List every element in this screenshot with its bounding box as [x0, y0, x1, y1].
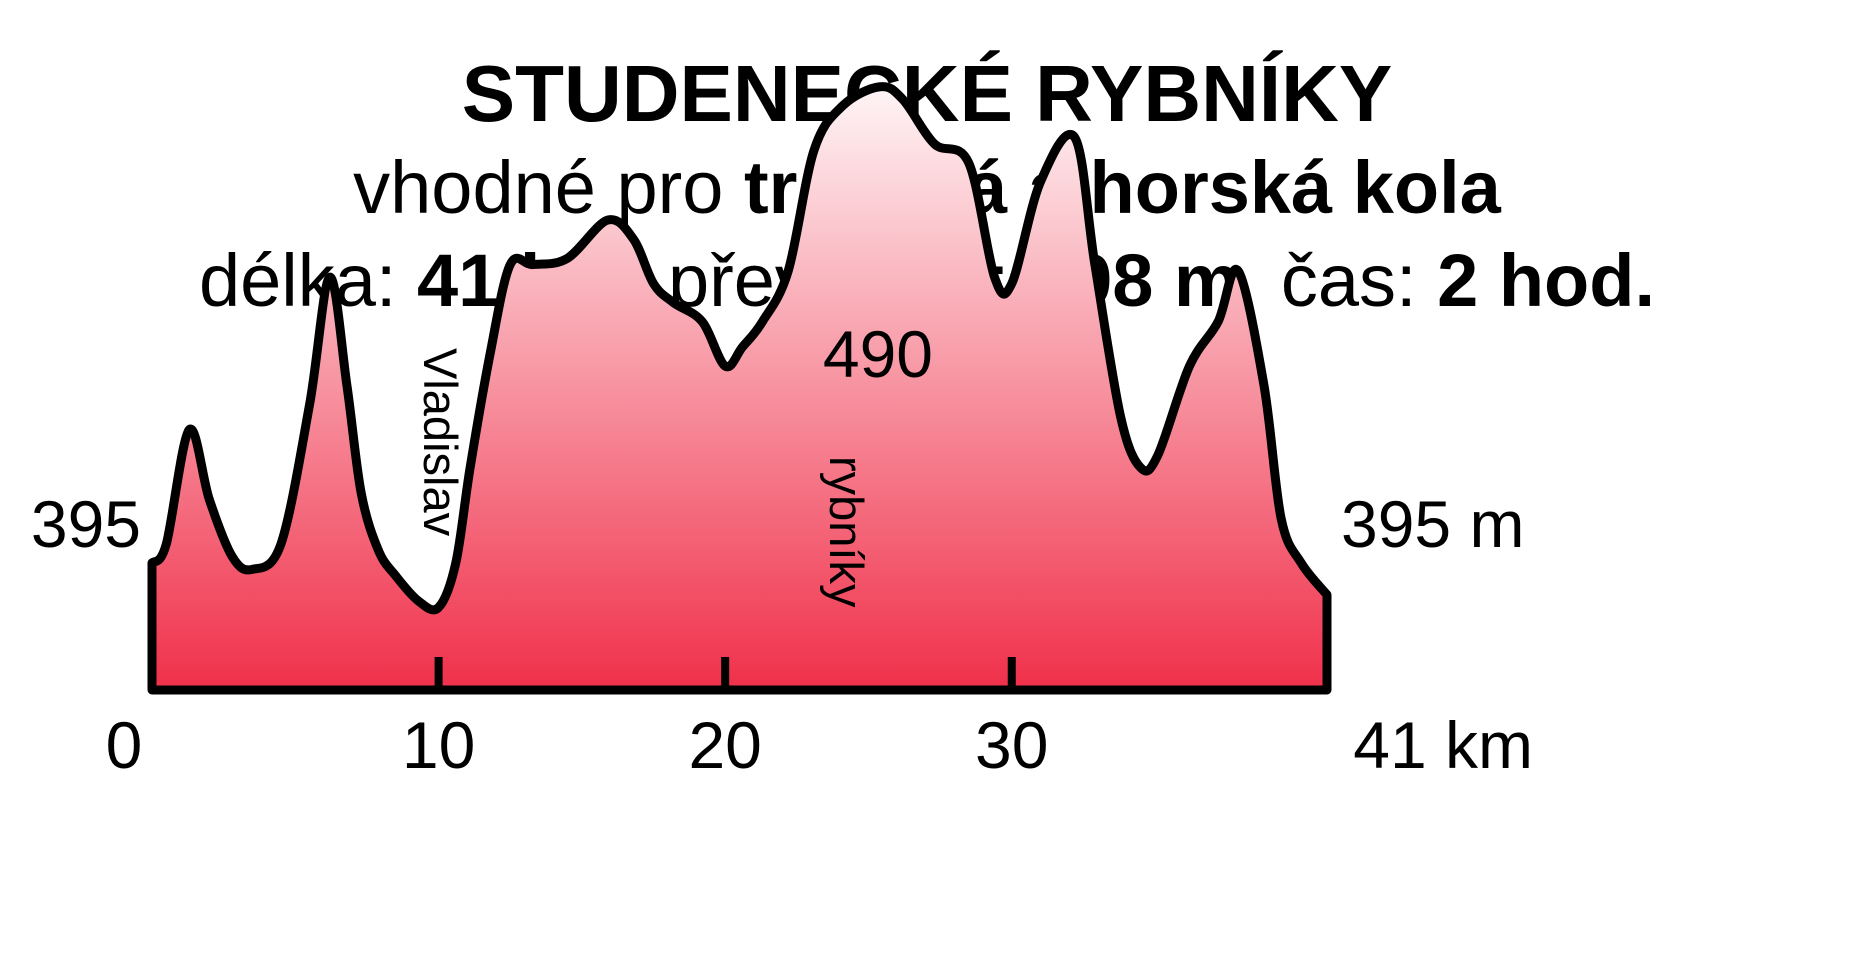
end-elevation-label: 395 m: [1341, 487, 1524, 561]
elevation-area: [147, 82, 1332, 695]
x-tick-label: 20: [688, 708, 761, 782]
annotation-rybniky: rybníky: [820, 456, 873, 608]
x-tick-label: 10: [402, 708, 475, 782]
x-tick-label: 41 km: [1353, 708, 1533, 782]
time-label: čas:: [1280, 239, 1438, 322]
start-elevation-label: 395: [31, 487, 141, 561]
length-label: délka:: [198, 239, 417, 322]
x-tick-label: 30: [975, 708, 1048, 782]
x-tick-label: 0: [106, 708, 143, 782]
subtitle-prefix: vhodné pro: [353, 146, 744, 229]
peak-elevation-label: 490: [823, 317, 933, 391]
chart-title: STUDENECKÉ RYBNÍKY: [461, 49, 1393, 138]
time-value: 2 hod.: [1437, 239, 1656, 322]
annotation-vladislav: Vladislav: [414, 348, 467, 537]
